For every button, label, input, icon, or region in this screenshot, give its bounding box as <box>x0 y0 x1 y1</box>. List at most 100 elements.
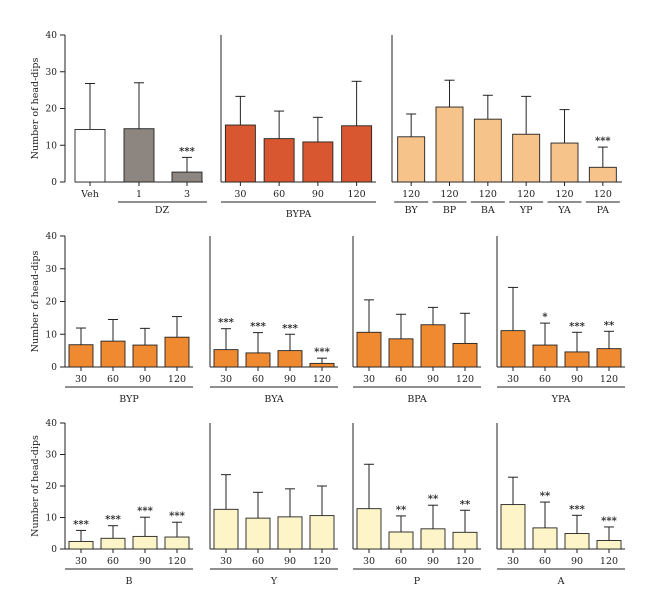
bar <box>341 125 373 183</box>
chart-panel-8: 0 10 20 30 40 Number of head-dips 30 *** 60 *** 90… <box>30 419 193 587</box>
y-tick-label: 20 <box>46 482 58 492</box>
x-tick-label: 30 <box>75 556 87 567</box>
bar <box>532 344 558 368</box>
group-label: YA <box>557 205 571 216</box>
x-tick-label: 60 <box>273 189 285 200</box>
bar <box>68 540 94 550</box>
x-tick-label: 1 <box>136 189 142 200</box>
x-tick-label: 30 <box>507 556 519 567</box>
bar <box>564 533 590 550</box>
x-tick-label: 30 <box>363 374 375 385</box>
x-tick-label: 60 <box>107 556 119 567</box>
significance-mark: *** <box>282 323 298 334</box>
y-tick-label: 0 <box>51 363 57 373</box>
x-tick-label: 120 <box>594 189 612 200</box>
x-tick-label: 90 <box>571 374 583 385</box>
chart-panel-4: 0 10 20 30 40 Number of head-dips 30 60 90 120 BYP <box>30 232 193 405</box>
x-tick-label: 30 <box>507 374 519 385</box>
bar <box>164 336 190 368</box>
y-tick-label: 40 <box>46 232 58 242</box>
chart-panel-5: 30 *** 60 *** 90 *** 120 *** BYA <box>209 236 338 405</box>
chart-panel-9: 30 60 90 120 Y <box>209 423 338 587</box>
chart-panel-11: 30 60 ** 90 *** 120 *** A <box>496 423 625 587</box>
bar <box>123 128 155 183</box>
x-tick-label: 120 <box>517 189 535 200</box>
x-tick-label: 120 <box>402 189 420 200</box>
x-tick-label: 30 <box>234 189 246 200</box>
significance-mark: *** <box>137 506 153 517</box>
bar <box>68 344 94 368</box>
bar <box>74 128 106 183</box>
bar <box>213 349 239 368</box>
significance-mark: *** <box>73 519 89 530</box>
x-tick-label: 120 <box>600 556 618 567</box>
bar <box>452 342 478 368</box>
y-axis-label: Number of head-dips <box>30 435 41 537</box>
bar <box>596 348 622 368</box>
bar <box>550 142 579 183</box>
y-tick-label: 20 <box>46 298 58 308</box>
bar <box>388 531 414 550</box>
group-label: BYPA <box>286 209 312 220</box>
bar <box>100 537 126 550</box>
bar <box>277 350 303 368</box>
x-tick-label: 90 <box>427 556 439 567</box>
x-tick-label: 3 <box>184 189 190 200</box>
bar <box>588 166 617 183</box>
bar <box>356 331 382 368</box>
x-tick-label: 60 <box>539 556 551 567</box>
bar <box>245 352 271 368</box>
x-tick-label: 90 <box>139 556 151 567</box>
x-tick-label: 90 <box>571 556 583 567</box>
y-tick-label: 40 <box>46 31 58 41</box>
bar <box>100 340 126 368</box>
x-tick-label: 120 <box>168 374 186 385</box>
x-tick-label: 60 <box>395 374 407 385</box>
y-tick-label: 30 <box>46 265 58 275</box>
chart-panel-10: 30 60 ** 90 ** 120 ** P <box>352 423 481 587</box>
group-label: Y <box>270 576 278 587</box>
y-tick-label: 20 <box>46 105 58 115</box>
bar <box>356 508 382 550</box>
x-tick-label: 30 <box>220 556 232 567</box>
group-label: P <box>414 576 421 587</box>
bar <box>132 535 158 550</box>
significance-mark: *** <box>105 515 121 526</box>
chart-panel-7: 30 60 * 90 *** 120 ** YPA <box>496 236 625 405</box>
significance-mark: *** <box>169 511 185 522</box>
x-tick-label: 120 <box>348 189 366 200</box>
x-tick-label: 90 <box>284 556 296 567</box>
x-tick-label: 60 <box>252 374 264 385</box>
bar <box>435 106 464 183</box>
significance-mark: *** <box>179 146 195 157</box>
bar <box>420 528 446 550</box>
group-label: A <box>557 576 565 587</box>
x-tick-label: 90 <box>427 374 439 385</box>
significance-mark: ** <box>460 499 471 510</box>
x-tick-label: 120 <box>600 374 618 385</box>
group-label: BY <box>405 205 419 216</box>
significance-mark: ** <box>540 491 551 502</box>
bar <box>164 536 190 550</box>
bar <box>302 141 334 183</box>
y-tick-label: 0 <box>51 545 57 555</box>
x-tick-label: 120 <box>168 556 186 567</box>
significance-mark: ** <box>428 494 439 505</box>
y-tick-label: 30 <box>46 68 58 78</box>
group-label: BP <box>443 205 457 216</box>
bar <box>473 118 502 183</box>
y-tick-label: 0 <box>51 178 57 188</box>
y-tick-label: 10 <box>46 330 58 340</box>
y-tick-label: 30 <box>46 451 58 461</box>
x-tick-label: 60 <box>539 374 551 385</box>
x-tick-label: 30 <box>363 556 375 567</box>
group-label: BA <box>481 205 495 216</box>
group-label: BYP <box>119 394 139 405</box>
group-label: B <box>126 576 133 587</box>
bar <box>309 362 335 368</box>
bar <box>309 515 335 550</box>
y-tick-label: 10 <box>46 514 58 524</box>
x-tick-label: 30 <box>75 374 87 385</box>
x-tick-label: 120 <box>313 556 331 567</box>
significance-mark: * <box>542 312 548 323</box>
